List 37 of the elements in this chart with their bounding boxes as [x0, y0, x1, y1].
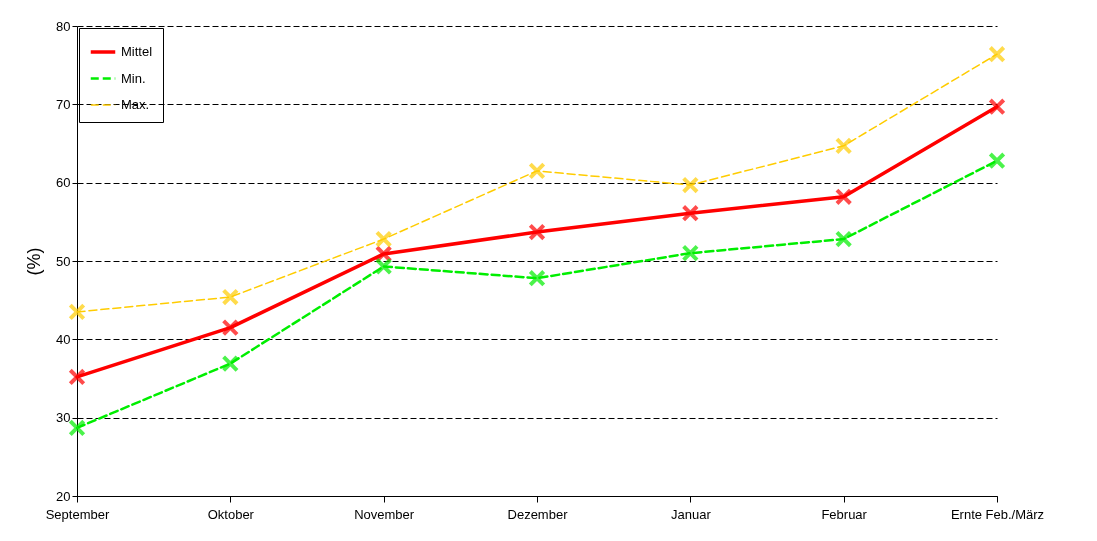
point: [221, 288, 240, 306]
y-tick-label: 20: [56, 488, 71, 504]
y-tick-label: 70: [56, 96, 71, 112]
point: [528, 223, 546, 241]
x-tick-label: Januar: [670, 506, 712, 522]
point: [988, 152, 1006, 170]
point: [68, 419, 86, 437]
y-tick-label: 60: [56, 175, 71, 191]
point: [988, 97, 1006, 116]
point: [68, 368, 86, 386]
x-tick-label: November: [354, 506, 415, 522]
point: [221, 318, 240, 337]
y-axis-title: (%): [24, 247, 45, 276]
point: [681, 204, 700, 222]
point: [528, 269, 546, 287]
point: [374, 230, 393, 248]
x-tick-label: Ernte Feb./März: [950, 506, 1045, 522]
x-tick-label: Oktober: [207, 506, 255, 522]
point: [528, 162, 546, 180]
point: [68, 303, 86, 321]
y-tick-label: 50: [56, 253, 71, 269]
point: [221, 354, 240, 373]
legend-label: Mittel: [121, 44, 153, 59]
point: [681, 176, 700, 194]
y-tick-label: 40: [56, 331, 71, 347]
legend-label: Min.: [121, 70, 146, 86]
x-tick-label: Februar: [821, 506, 868, 522]
point: [681, 244, 700, 262]
point: [834, 137, 853, 155]
x-tick-label: September: [45, 506, 110, 522]
point: [988, 45, 1006, 63]
y-tick-label: 30: [56, 410, 71, 426]
y-tick-label: 80: [56, 18, 71, 34]
x-tick-label: Dezember: [507, 506, 569, 522]
point: [374, 257, 393, 276]
point: [834, 188, 853, 206]
point: [834, 230, 853, 248]
